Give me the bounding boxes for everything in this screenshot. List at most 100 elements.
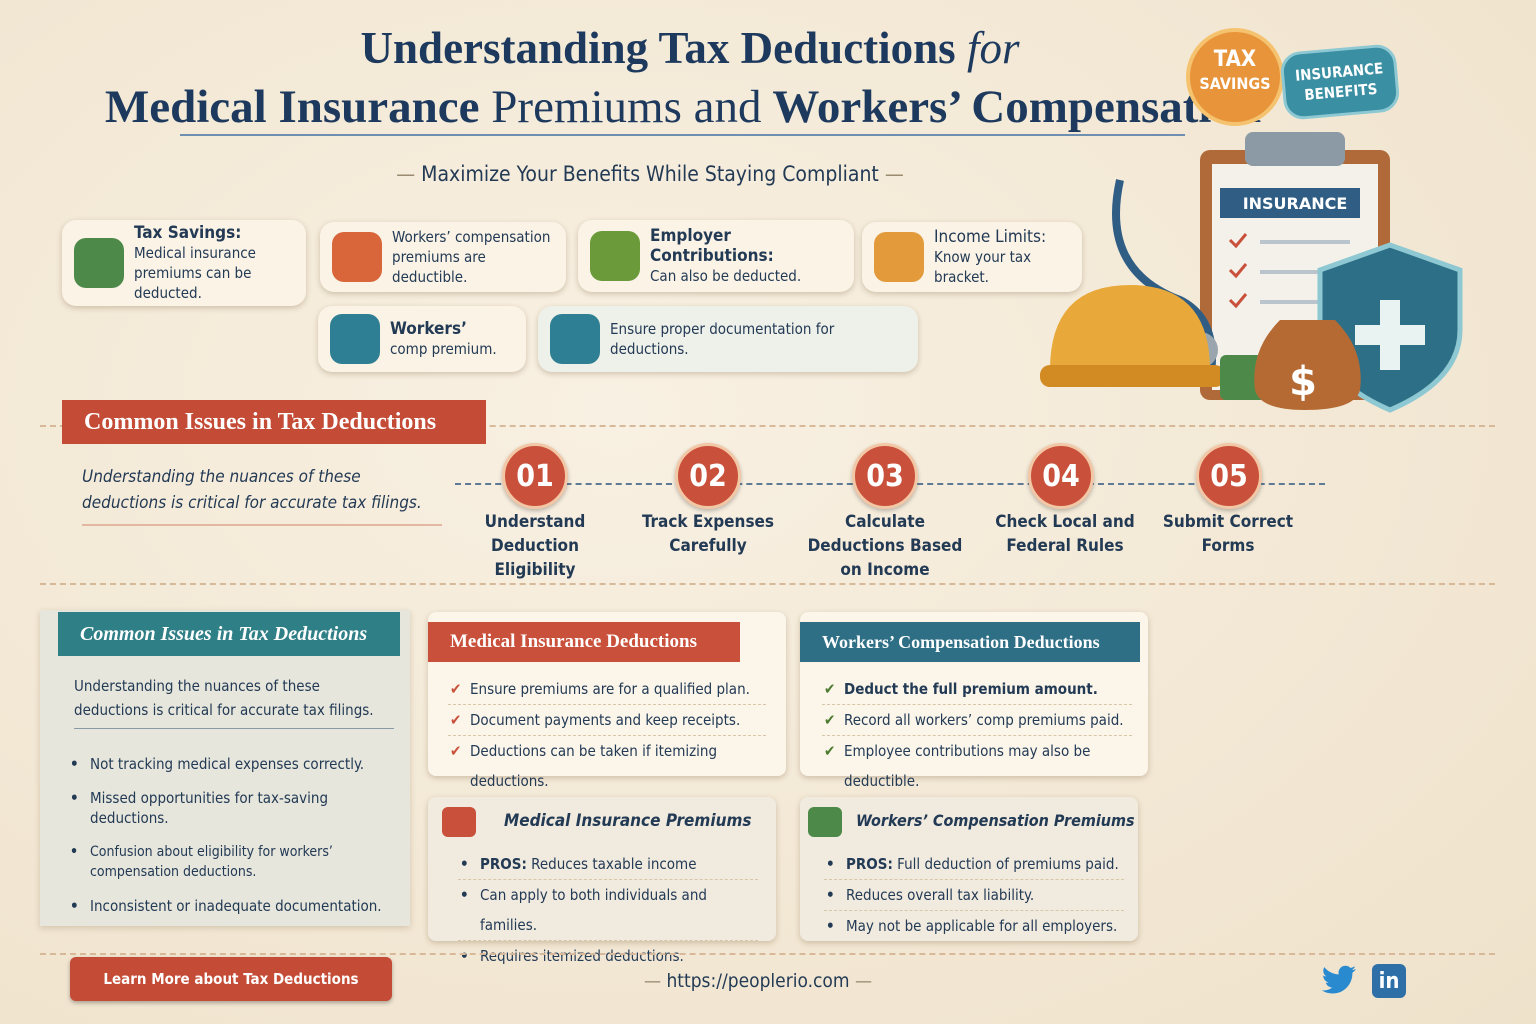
title-underline: [180, 134, 1185, 136]
box-item: Deductions can be taken if itemizing ded…: [448, 736, 766, 796]
badge-tax: TAX SAVINGS: [1186, 28, 1284, 126]
card-icon: [330, 314, 380, 364]
card-text: comp premium.: [390, 340, 497, 358]
title-italic: for: [966, 23, 1020, 73]
box-item: Employee contributions may also be deduc…: [822, 736, 1132, 796]
card-icon: [874, 232, 924, 282]
issues-panel: Common Issues in Tax Deductions Understa…: [40, 610, 410, 926]
box-item: PROS: Full deduction of premiums paid.: [824, 849, 1124, 880]
panel-intro: Understanding the nuances of these deduc…: [74, 674, 394, 729]
card-icon: [74, 238, 124, 288]
box-list: PROS: Full deduction of premiums paid. R…: [824, 849, 1124, 941]
issue-item: Not tracking medical expenses correctly.: [68, 754, 408, 774]
card-title: Workers’: [390, 319, 467, 339]
badge-text: SAVINGS: [1199, 74, 1271, 93]
workers-premiums-box: Workers’ Compensation Premiums PROS: Ful…: [800, 797, 1138, 941]
card-text: Ensure proper documentation for deductio…: [610, 320, 835, 358]
card: Workers’ compensation premiums are deduc…: [320, 222, 566, 292]
issue-item: Inconsistent or inadequate documentation…: [68, 896, 408, 916]
box-icon: [442, 807, 476, 837]
box-item: Document payments and keep receipts.: [448, 705, 766, 736]
badge-text: TAX: [1213, 47, 1257, 72]
box-item: Record all workers’ comp premiums paid.: [822, 705, 1132, 736]
title-text: Medical Insurance: [104, 81, 480, 133]
step-number: 04: [1028, 443, 1094, 509]
step-number: 02: [675, 443, 741, 509]
footer-url[interactable]: https://peoplerio.com: [666, 970, 850, 992]
badge-insurance: INSURANCE BENEFITS: [1279, 43, 1401, 121]
card-text: Can also be deducted.: [650, 267, 802, 285]
workers-deductions-box: Workers’ Compensation Deductions Deduct …: [800, 612, 1148, 790]
step-label: Understand Deduction Eligibility: [484, 512, 586, 580]
svg-text:$: $: [1289, 359, 1317, 405]
card-icon: [550, 314, 600, 364]
section-ribbon: Common Issues in Tax Deductions: [62, 400, 486, 444]
card-text: Medical insurance premiums can be deduct…: [134, 244, 256, 302]
section-heading: Common Issues in Tax Deductions: [84, 408, 437, 435]
card-text: Know your tax bracket.: [934, 248, 1032, 286]
section-intro: Understanding the nuances of these deduc…: [82, 464, 442, 526]
card: Income Limits: Know your tax bracket.: [862, 222, 1082, 292]
card: Ensure proper documentation for deductio…: [538, 306, 918, 372]
step-number: 05: [1196, 443, 1262, 509]
issues-list: Not tracking medical expenses correctly.…: [68, 754, 408, 916]
box-heading: Medical Insurance Deductions: [450, 631, 697, 652]
card-title: Tax Savings:: [134, 223, 242, 243]
box-list: PROS: Reduces taxable income Can apply t…: [458, 849, 758, 971]
pros-text: Full deduction of premiums paid.: [897, 855, 1119, 873]
divider: [40, 583, 1495, 585]
title-line-1: Understanding Tax Deductions for: [0, 22, 1380, 74]
card-title: Employer Contributions:: [650, 226, 774, 266]
step-number: 03: [852, 443, 918, 509]
title-text: Understanding Tax Deductions: [360, 23, 956, 73]
title-line-2: Medical Insurance Premiums and Workers’ …: [0, 80, 1366, 134]
medical-deductions-box: Medical Insurance Deductions Ensure prem…: [428, 612, 786, 790]
card: Workers’ comp premium.: [318, 306, 526, 372]
box-heading: Workers’ Compensation Deductions: [822, 631, 1100, 652]
footer-url-row: — https://peoplerio.com —: [643, 970, 873, 992]
divider: [40, 953, 1495, 955]
box-item: Ensure premiums are for a qualified plan…: [448, 674, 766, 705]
panel-heading: Common Issues in Tax Deductions: [80, 622, 368, 645]
step-label: Track Expenses Carefully: [641, 512, 775, 556]
box-ribbon: Medical Insurance Deductions: [428, 622, 740, 662]
pros-label: PROS:: [480, 855, 527, 873]
step-label: Submit Correct Forms: [1162, 512, 1294, 556]
card: Tax Savings: Medical insurance premiums c…: [62, 220, 306, 306]
box-icon: [808, 807, 842, 837]
learn-more-button[interactable]: Learn More about Tax Deductions: [70, 957, 392, 1001]
step-label: Calculate Deductions Based on Income: [807, 512, 963, 580]
step-label: Check Local and Federal Rules: [995, 512, 1135, 556]
pros-text: Reduces taxable income: [531, 855, 697, 873]
subtitle-text: Maximize Your Benefits While Staying Com…: [421, 162, 879, 186]
card-text: Workers’ compensation premiums are deduc…: [392, 228, 551, 286]
box-heading: Workers’ Compensation Premiums: [856, 811, 1135, 830]
twitter-icon[interactable]: [1322, 964, 1358, 996]
box-item: May not be applicable for all employers.: [824, 911, 1124, 941]
card-title: Income Limits:: [934, 227, 1047, 247]
box-item: Can apply to both individuals and famili…: [458, 880, 758, 941]
issue-item: Confusion about eligibility for workers’…: [68, 842, 408, 882]
card-icon: [590, 231, 640, 281]
box-item: Requires itemized deductions.: [458, 941, 758, 971]
box-item: Reduces overall tax liability.: [824, 880, 1124, 911]
title-text: Workers’ Compensation: [772, 81, 1262, 133]
card: Employer Contributions: Can also be deduc…: [578, 220, 854, 292]
box-item: PROS: Reduces taxable income: [458, 849, 758, 880]
clipboard-label: INSURANCE: [1243, 194, 1348, 213]
box-item: Deduct the full premium amount.: [822, 674, 1132, 705]
box-heading: Medical Insurance Premiums: [504, 811, 752, 831]
panel-ribbon: Common Issues in Tax Deductions: [58, 612, 400, 656]
box-list: Ensure premiums are for a qualified plan…: [448, 674, 766, 796]
linkedin-icon[interactable]: in: [1372, 964, 1406, 998]
box-ribbon: Workers’ Compensation Deductions: [800, 622, 1140, 662]
box-list: Deduct the full premium amount. Record a…: [822, 674, 1132, 796]
illustration: INSURANCE $: [1040, 132, 1463, 413]
divider: [40, 425, 1495, 427]
step-number: 01: [502, 443, 568, 509]
pros-label: PROS:: [846, 855, 893, 873]
title-text: Premiums and: [491, 81, 762, 133]
card-icon: [332, 232, 382, 282]
medical-premiums-box: Medical Insurance Premiums PROS: Reduces…: [428, 797, 776, 971]
